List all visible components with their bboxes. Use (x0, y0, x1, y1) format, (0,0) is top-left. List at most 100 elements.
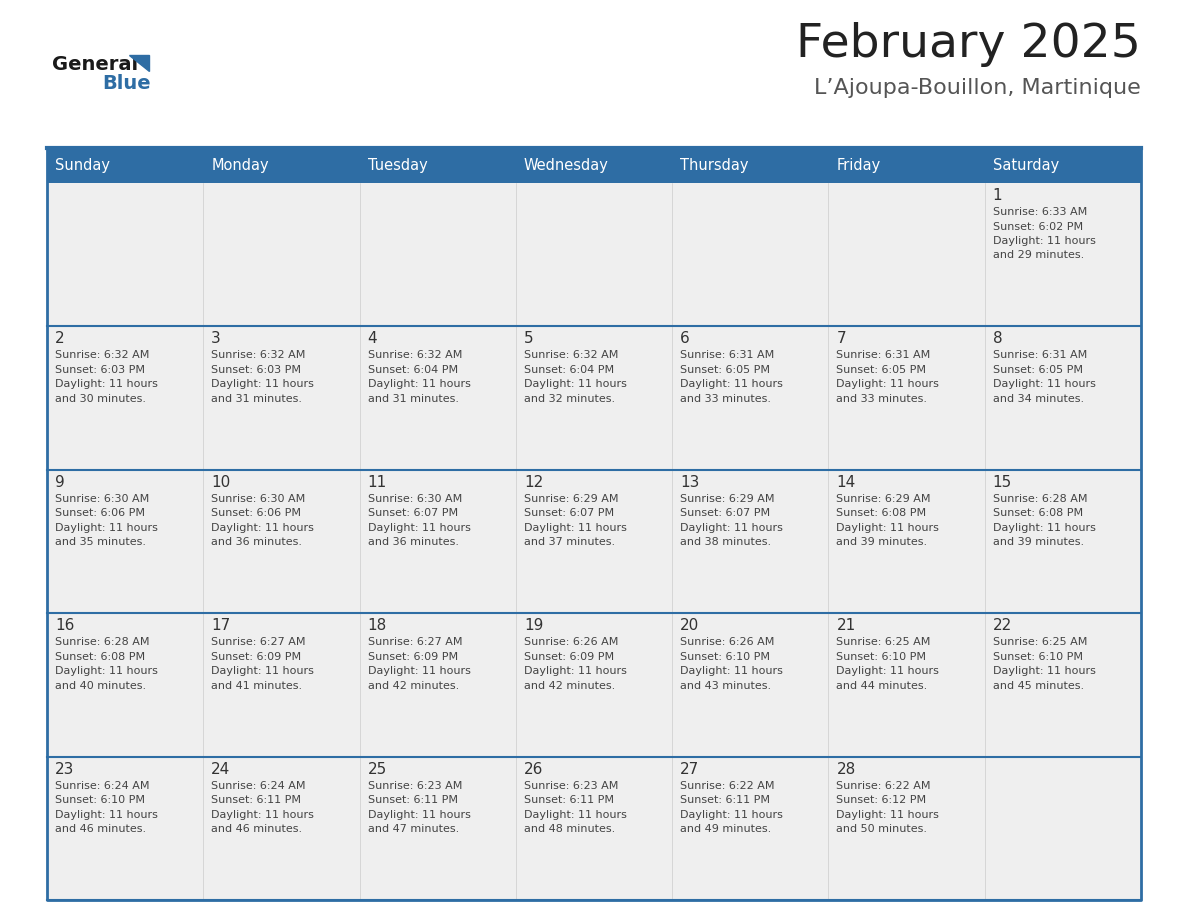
Bar (672, 327, 828, 470)
Text: Sunset: 6:09 PM: Sunset: 6:09 PM (524, 652, 614, 662)
Text: 3: 3 (211, 331, 221, 346)
Bar (48, 756, 203, 900)
Bar (360, 756, 516, 900)
Text: 1: 1 (993, 188, 1003, 203)
Text: 12: 12 (524, 475, 543, 490)
Text: Sunrise: 6:28 AM: Sunrise: 6:28 AM (55, 637, 150, 647)
Bar (48, 148, 203, 183)
Bar (985, 756, 1140, 900)
Text: Sunrise: 6:31 AM: Sunrise: 6:31 AM (836, 351, 930, 361)
Text: and 50 minutes.: and 50 minutes. (836, 824, 928, 834)
Text: Sunrise: 6:23 AM: Sunrise: 6:23 AM (367, 780, 462, 790)
Text: and 36 minutes.: and 36 minutes. (367, 537, 459, 547)
Text: and 39 minutes.: and 39 minutes. (836, 537, 928, 547)
Text: Daylight: 11 hours: Daylight: 11 hours (367, 810, 470, 820)
Text: and 37 minutes.: and 37 minutes. (524, 537, 615, 547)
Text: Sunset: 6:06 PM: Sunset: 6:06 PM (55, 509, 145, 519)
Bar (985, 327, 1140, 470)
Text: Sunset: 6:03 PM: Sunset: 6:03 PM (211, 364, 302, 375)
Text: and 31 minutes.: and 31 minutes. (367, 394, 459, 404)
Text: Sunset: 6:07 PM: Sunset: 6:07 PM (367, 509, 457, 519)
Text: and 34 minutes.: and 34 minutes. (993, 394, 1083, 404)
Text: Sunrise: 6:30 AM: Sunrise: 6:30 AM (55, 494, 150, 504)
Bar (516, 148, 672, 183)
Text: Sunrise: 6:22 AM: Sunrise: 6:22 AM (836, 780, 931, 790)
Text: Sunset: 6:10 PM: Sunset: 6:10 PM (993, 652, 1082, 662)
Text: and 49 minutes.: and 49 minutes. (681, 824, 771, 834)
Text: Wednesday: Wednesday (524, 158, 608, 173)
Text: Sunrise: 6:32 AM: Sunrise: 6:32 AM (211, 351, 305, 361)
Text: Sunrise: 6:27 AM: Sunrise: 6:27 AM (367, 637, 462, 647)
Text: Sunrise: 6:32 AM: Sunrise: 6:32 AM (55, 351, 150, 361)
Text: Daylight: 11 hours: Daylight: 11 hours (524, 810, 627, 820)
Bar (828, 756, 985, 900)
Text: and 42 minutes.: and 42 minutes. (524, 681, 615, 690)
Bar (48, 183, 203, 327)
Text: Sunset: 6:10 PM: Sunset: 6:10 PM (681, 652, 770, 662)
Text: and 36 minutes.: and 36 minutes. (211, 537, 302, 547)
Text: Blue: Blue (102, 74, 151, 93)
Text: and 46 minutes.: and 46 minutes. (55, 824, 146, 834)
Bar (828, 148, 985, 183)
Text: Friday: Friday (836, 158, 880, 173)
Text: Sunrise: 6:24 AM: Sunrise: 6:24 AM (55, 780, 150, 790)
Text: Daylight: 11 hours: Daylight: 11 hours (367, 666, 470, 677)
Text: Sunset: 6:05 PM: Sunset: 6:05 PM (993, 364, 1082, 375)
Text: Daylight: 11 hours: Daylight: 11 hours (367, 522, 470, 532)
Text: 2: 2 (55, 331, 64, 346)
Text: Sunset: 6:07 PM: Sunset: 6:07 PM (681, 509, 770, 519)
Bar (672, 613, 828, 756)
Text: and 45 minutes.: and 45 minutes. (993, 681, 1083, 690)
Text: 13: 13 (681, 475, 700, 490)
Text: 17: 17 (211, 618, 230, 633)
Text: 4: 4 (367, 331, 378, 346)
Text: Sunset: 6:09 PM: Sunset: 6:09 PM (211, 652, 302, 662)
Text: 16: 16 (55, 618, 75, 633)
Text: Monday: Monday (211, 158, 268, 173)
Text: Sunrise: 6:28 AM: Sunrise: 6:28 AM (993, 494, 1087, 504)
Text: and 35 minutes.: and 35 minutes. (55, 537, 146, 547)
Text: Daylight: 11 hours: Daylight: 11 hours (524, 379, 627, 389)
Bar (516, 183, 672, 327)
Bar (516, 327, 672, 470)
Text: Sunrise: 6:24 AM: Sunrise: 6:24 AM (211, 780, 305, 790)
Bar (203, 613, 360, 756)
Text: Sunrise: 6:27 AM: Sunrise: 6:27 AM (211, 637, 305, 647)
Text: Sunset: 6:06 PM: Sunset: 6:06 PM (211, 509, 302, 519)
Text: and 33 minutes.: and 33 minutes. (836, 394, 928, 404)
Text: and 43 minutes.: and 43 minutes. (681, 681, 771, 690)
Bar (516, 613, 672, 756)
Text: 6: 6 (681, 331, 690, 346)
Text: Sunset: 6:11 PM: Sunset: 6:11 PM (367, 795, 457, 805)
Text: and 38 minutes.: and 38 minutes. (681, 537, 771, 547)
Text: Daylight: 11 hours: Daylight: 11 hours (836, 522, 940, 532)
Bar (672, 183, 828, 327)
Bar (672, 148, 828, 183)
Text: Sunset: 6:09 PM: Sunset: 6:09 PM (367, 652, 457, 662)
Bar (360, 183, 516, 327)
Text: 26: 26 (524, 762, 543, 777)
Text: Sunset: 6:11 PM: Sunset: 6:11 PM (211, 795, 302, 805)
Text: Daylight: 11 hours: Daylight: 11 hours (836, 379, 940, 389)
Bar (203, 756, 360, 900)
Bar (985, 148, 1140, 183)
Text: Sunrise: 6:32 AM: Sunrise: 6:32 AM (367, 351, 462, 361)
Text: Sunset: 6:11 PM: Sunset: 6:11 PM (524, 795, 614, 805)
Text: Sunset: 6:04 PM: Sunset: 6:04 PM (524, 364, 614, 375)
Text: Sunrise: 6:26 AM: Sunrise: 6:26 AM (681, 637, 775, 647)
Bar (672, 756, 828, 900)
Bar (360, 148, 516, 183)
Bar (985, 183, 1140, 327)
Text: Sunrise: 6:25 AM: Sunrise: 6:25 AM (836, 637, 931, 647)
Text: and 31 minutes.: and 31 minutes. (211, 394, 302, 404)
Text: Daylight: 11 hours: Daylight: 11 hours (836, 810, 940, 820)
Bar (828, 613, 985, 756)
Text: Daylight: 11 hours: Daylight: 11 hours (211, 666, 314, 677)
Text: Sunrise: 6:32 AM: Sunrise: 6:32 AM (524, 351, 618, 361)
Text: Daylight: 11 hours: Daylight: 11 hours (367, 379, 470, 389)
Text: 23: 23 (55, 762, 75, 777)
Bar (360, 613, 516, 756)
Text: Sunset: 6:10 PM: Sunset: 6:10 PM (55, 795, 145, 805)
Text: and 44 minutes.: and 44 minutes. (836, 681, 928, 690)
Text: 25: 25 (367, 762, 387, 777)
